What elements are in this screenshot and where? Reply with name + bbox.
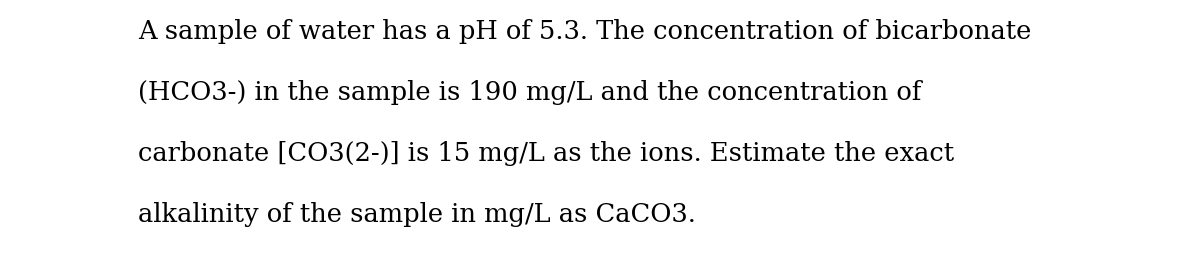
- Text: carbonate [CO3(2-)] is 15 mg/L as the ions. Estimate the exact: carbonate [CO3(2-)] is 15 mg/L as the io…: [138, 141, 954, 166]
- Text: alkalinity of the sample in mg/L as CaCO3.: alkalinity of the sample in mg/L as CaCO…: [138, 202, 696, 227]
- Text: A sample of water has a pH of 5.3. The concentration of bicarbonate: A sample of water has a pH of 5.3. The c…: [138, 19, 1031, 44]
- Text: (HCO3-) in the sample is 190 mg/L and the concentration of: (HCO3-) in the sample is 190 mg/L and th…: [138, 80, 922, 105]
